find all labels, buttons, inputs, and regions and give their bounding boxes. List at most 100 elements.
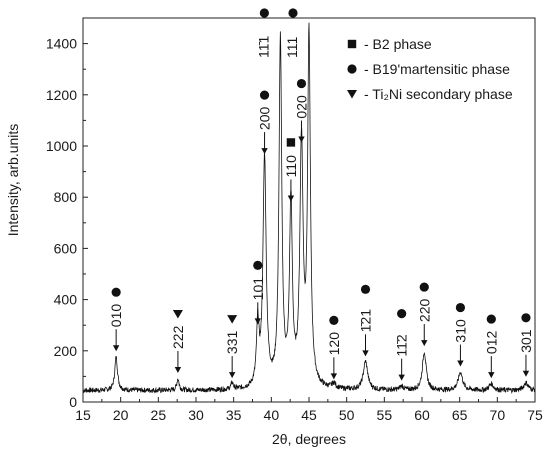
peak-marker [227,315,238,324]
peak-label: 012 [483,331,499,355]
peak-annotation: 120 [326,315,342,380]
peak-marker [486,314,496,324]
peak-marker [329,315,339,325]
peak-annotation: 110 [283,138,299,202]
peak-arrowhead [488,372,495,379]
peak-marker [296,78,307,89]
x-tick-label: 35 [226,407,242,423]
legend-marker [347,39,357,49]
peak-annotation: 020 [293,78,309,143]
peak-marker [521,313,531,323]
x-axis: 15 20 25 30 35 40 45 50 55 60 65 70 75 [75,397,543,423]
peak-annotation: 111 [284,8,300,58]
peak-annotation: 012 [483,314,499,379]
peak-annotation: 101 [250,260,266,325]
peak-annotations: 010 222 331 101 200 11̄1 110 020 111 120 1̄21 11̄2 2… [108,8,534,381]
legend-item: - B2 phase [347,36,432,52]
peak-arrowhead [362,350,369,357]
peak-label: 020 [293,95,309,119]
peak-annotation: 11̄2 [394,309,410,381]
y-tick-label: 1200 [46,87,77,103]
peak-label: 11̄2 [394,334,410,357]
plot-area [82,22,536,394]
y-tick-label: 1400 [46,36,77,52]
peak-arrowhead [330,373,338,380]
peak-label: 1̄21 [358,309,374,333]
spectrum-line [82,22,536,394]
legend-label: - B19'martensitic phase [364,61,510,77]
legend: - B2 phase - B19'martensitic phase - Ti₂Ni… [347,36,513,102]
peak-label: 222 [170,325,186,349]
peak-label: 200 [257,107,273,131]
y-axis-label: Intensity, arb.units [5,124,21,237]
legend-marker [347,90,357,99]
legend-label: - B2 phase [364,36,432,52]
legend-item: - Ti₂Ni secondary phase [347,86,513,102]
x-tick-label: 60 [414,407,430,423]
y-tick-label: 0 [69,394,77,410]
peak-marker [419,282,429,292]
peak-marker [259,8,269,18]
y-tick-label: 200 [54,343,78,359]
peak-arrowhead [254,318,261,325]
peak-label: 301 [518,329,534,353]
peak-label: 220 [416,299,432,323]
peak-arrowhead [298,136,305,143]
peak-label: 331 [224,331,240,355]
peak-label: 010 [108,304,124,328]
peak-label: 11̄1 [255,35,271,58]
peak-arrowhead [457,360,464,367]
peak-marker [253,260,263,270]
peak-label: 101 [250,277,266,301]
peak-marker [172,309,183,319]
peak-arrowhead [287,195,295,202]
peak-label: 111 [284,37,300,58]
y-tick-label: 1000 [46,138,77,154]
x-tick-label: 25 [151,407,167,423]
peak-label: 120 [326,332,342,356]
peak-marker [286,138,296,147]
peak-annotation: 200 [257,90,273,155]
x-tick-label: 20 [113,407,129,423]
peak-marker [111,287,121,297]
x-tick-label: 45 [301,407,317,423]
y-tick-label: 600 [54,240,78,256]
peak-annotation: 331 [224,315,240,379]
peak-arrowhead [421,340,428,347]
x-tick-label: 40 [264,407,280,423]
x-tick-label: 55 [377,407,393,423]
peak-annotation: 310 [452,302,468,367]
x-tick-label: 50 [339,407,355,423]
peak-marker [455,302,466,313]
legend-marker [347,64,357,74]
x-tick-label: 75 [527,407,543,423]
peak-marker [397,309,407,319]
x-tick-label: 70 [490,407,506,423]
peak-marker [360,284,371,294]
peak-arrowhead [174,366,182,373]
y-tick-label: 400 [54,292,78,308]
y-tick-label: 800 [54,189,78,205]
peak-marker [288,8,298,18]
peak-annotation: 010 [108,287,124,352]
legend-item: - B19'martensitic phase [347,61,510,77]
peak-arrowhead [398,374,405,381]
peak-arrowhead [228,372,236,379]
peak-arrowhead [261,148,268,155]
x-tick-label: 15 [75,407,91,423]
peak-label: 310 [452,319,468,343]
peak-label: 110 [283,155,299,178]
peak-arrowhead [112,345,120,352]
peak-annotation: 220 [416,282,432,347]
peak-marker [259,90,270,100]
legend-label: - Ti₂Ni secondary phase [364,86,513,102]
y-axis: 0 200 400 600 800 1000 1200 1400 [46,36,88,410]
peak-annotation: 301 [518,313,534,377]
peak-annotation: 222 [170,309,186,373]
x-tick-label: 30 [188,407,204,423]
peak-arrowhead [522,370,530,377]
peak-annotation: 11̄1 [255,8,271,58]
x-axis-label: 2θ, degrees [272,431,346,447]
x-tick-label: 65 [452,407,468,423]
